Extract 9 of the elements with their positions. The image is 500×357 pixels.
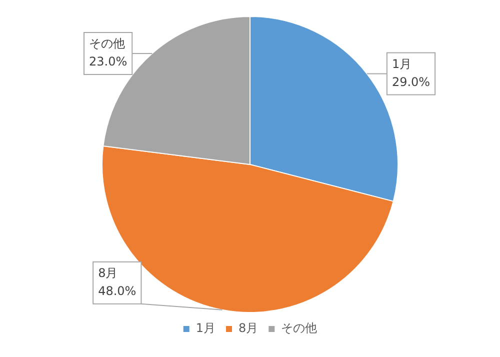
data-label: 48.0% — [98, 284, 136, 298]
slice-label: 1月 — [392, 56, 412, 71]
slice-label: 8月 — [98, 266, 118, 280]
legend-label: その他 — [281, 321, 318, 336]
slice-label: その他 — [89, 36, 126, 51]
legend-label: 1月 — [196, 321, 216, 336]
legend-label: 8月 — [238, 321, 258, 336]
data-label: 29.0% — [392, 74, 430, 89]
data-label: 23.0% — [89, 54, 128, 69]
